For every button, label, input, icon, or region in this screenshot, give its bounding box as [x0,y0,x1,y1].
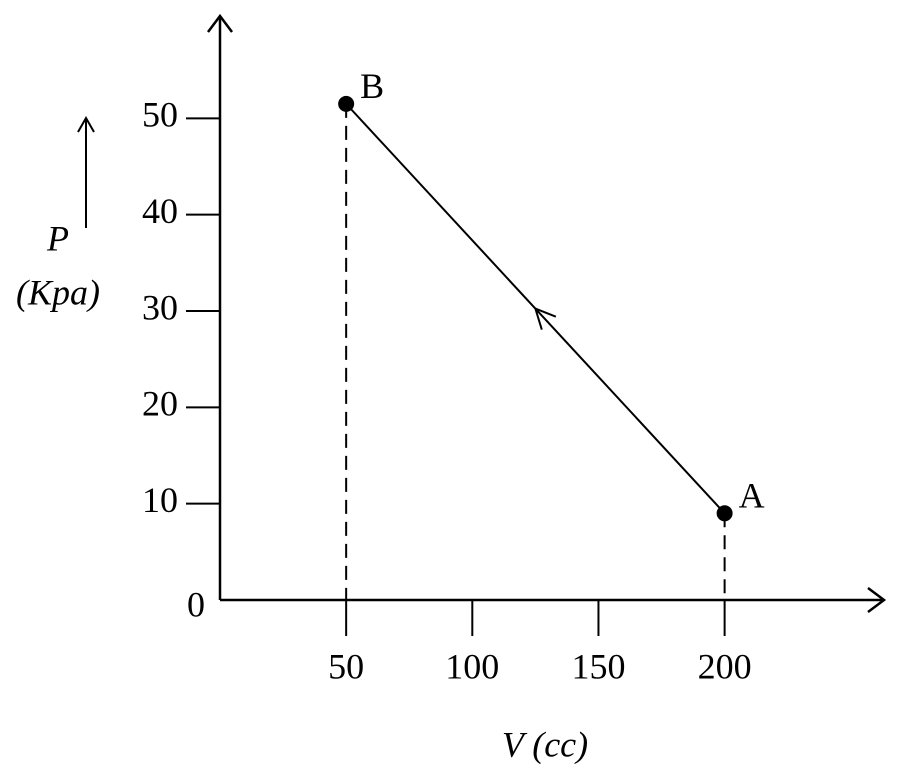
y-tick-label: 40 [142,191,178,231]
x-axis-arrow [867,587,887,613]
y-axis-arrow [207,13,233,33]
x-tick-label: 100 [445,646,499,686]
y-tick-label: 30 [142,287,178,327]
point-label: B [360,66,384,106]
y-tick-label: 10 [142,480,178,520]
y-tick-label: 50 [142,95,178,135]
x-tick-label: 200 [698,646,752,686]
state-point [716,505,733,522]
y-tick-label: 0 [187,584,205,624]
y-tick-label: 20 [142,384,178,424]
x-tick-label: 50 [328,646,364,686]
point-label: A [739,476,765,516]
y-label-unit: (Kpa) [16,272,100,312]
x-label: V (cc) [502,724,588,764]
y-label: P [46,218,69,258]
state-point [338,95,355,112]
y-label-arrow-head [77,115,95,133]
x-tick-label: 150 [571,646,625,686]
direction-arrow [533,306,557,330]
